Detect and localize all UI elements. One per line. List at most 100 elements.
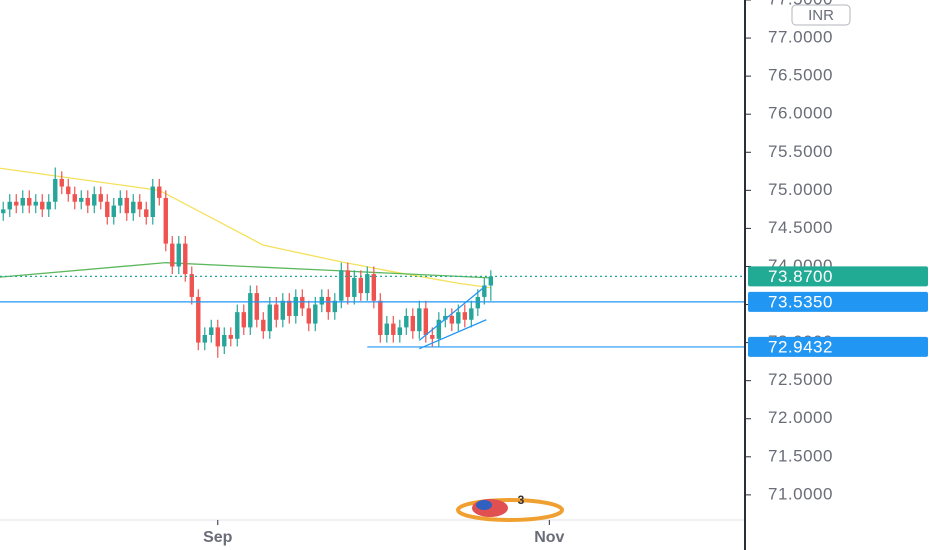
- candle-body: [274, 304, 279, 320]
- candle-body: [189, 274, 194, 297]
- price-level-label: 73.8700: [768, 267, 833, 286]
- price-level-box: [748, 336, 928, 357]
- candle-body: [105, 201, 110, 217]
- candle-body: [371, 274, 377, 301]
- candle-body: [410, 315, 416, 332]
- candle-body: [222, 334, 227, 347]
- candle-body: [326, 296, 331, 313]
- candle-body: [300, 296, 305, 309]
- candle-body: [287, 300, 292, 316]
- candle-body: [235, 312, 240, 339]
- candle-body: [391, 323, 396, 335]
- candle-body: [241, 312, 246, 328]
- y-tick-label: 74.5000: [768, 218, 833, 237]
- candle-body: [378, 300, 383, 335]
- candle-body: [306, 308, 311, 324]
- currency-label: INR: [808, 7, 834, 24]
- moving-average: [0, 167, 491, 289]
- candle-body: [72, 194, 77, 202]
- logo: 3: [456, 493, 564, 522]
- candle-body: [261, 319, 266, 332]
- candle-body: [20, 197, 25, 206]
- y-tick-label: 75.5000: [768, 142, 833, 161]
- candle-body: [313, 304, 318, 324]
- y-tick-label: 72.5000: [768, 370, 833, 389]
- candle-body: [365, 274, 370, 294]
- candle-body: [196, 296, 201, 343]
- candle-body: [131, 201, 136, 214]
- candle-body: [254, 293, 259, 320]
- candle-body: [248, 293, 253, 328]
- candle-body: [352, 277, 357, 297]
- price-level-box: [748, 291, 928, 312]
- y-tick-label: 77.5000: [768, 0, 833, 8]
- candle-body: [345, 270, 350, 297]
- trend-line: [419, 319, 487, 350]
- candle-body: [488, 276, 494, 286]
- candle-body: [66, 186, 71, 195]
- trend-line: [418, 285, 487, 341]
- candle-body: [449, 315, 455, 324]
- x-tick-label: Sep: [203, 529, 233, 546]
- x-tick-label: Nov: [534, 529, 564, 546]
- logo-flag-blue: [476, 500, 492, 510]
- candle-body: [404, 315, 409, 328]
- candle-body: [456, 312, 461, 324]
- price-level-label: 73.5350: [768, 292, 833, 311]
- candle-body: [358, 277, 363, 294]
- currency-button[interactable]: [791, 4, 851, 26]
- candle-body: [417, 308, 422, 332]
- candle-body: [397, 327, 403, 335]
- y-tick-label: 75.0000: [768, 180, 833, 199]
- y-tick-label: 76.0000: [768, 104, 833, 123]
- y-tick-label: 76.5000: [768, 66, 833, 85]
- candle-body: [482, 285, 487, 297]
- candle-body: [280, 300, 285, 320]
- price-level-label: 72.9432: [768, 337, 833, 356]
- candle-body: [293, 296, 298, 316]
- candle-body: [144, 209, 149, 217]
- candle-body: [202, 334, 207, 343]
- candle-body: [59, 178, 64, 187]
- candle-body: [157, 186, 162, 198]
- candle-body: [33, 201, 38, 206]
- candle-body: [183, 243, 188, 275]
- candle-body: [27, 197, 32, 206]
- candle-body: [7, 201, 12, 210]
- candle-body: [170, 243, 175, 267]
- candle-body: [267, 304, 272, 332]
- candle-body: [46, 201, 51, 210]
- candle-body: [111, 205, 116, 217]
- candle-body: [1, 209, 6, 214]
- candle-body: [150, 186, 155, 217]
- candle-body: [436, 319, 442, 339]
- logo-text: 3: [518, 493, 525, 507]
- candle-body: [423, 308, 429, 335]
- y-tick-label: 71.5000: [768, 446, 833, 465]
- candle-body: [332, 300, 337, 313]
- candle-body: [339, 270, 344, 301]
- candle-body: [98, 194, 103, 202]
- candle-body: [443, 315, 448, 320]
- candle-body: [85, 197, 90, 206]
- candle-body: [319, 296, 324, 305]
- candle-body: [79, 197, 84, 202]
- y-tick-label: 77.0000: [768, 28, 833, 47]
- candle-body: [53, 178, 58, 202]
- candle-body: [215, 327, 220, 347]
- plot-area: Sep Nov: [0, 167, 745, 546]
- candle-body: [40, 201, 45, 210]
- candle-body: [163, 197, 168, 244]
- logo-ring: [456, 498, 564, 522]
- candle-body: [176, 243, 181, 267]
- candle-body: [92, 194, 97, 206]
- price-axis: 71.000071.500072.000072.500073.000073.50…: [745, 0, 928, 503]
- moving-average: [0, 262, 491, 279]
- candle-body: [462, 312, 468, 320]
- candle-body: [137, 201, 142, 210]
- candle-body: [14, 201, 19, 206]
- candle-body: [430, 334, 435, 339]
- candle-body: [124, 197, 129, 214]
